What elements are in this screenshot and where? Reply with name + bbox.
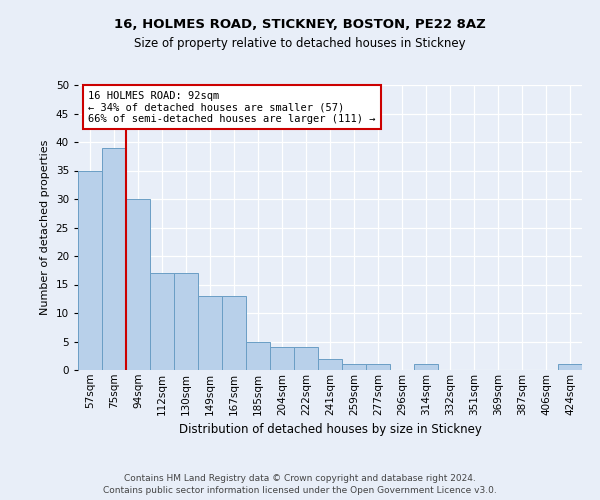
Bar <box>270 347 294 370</box>
X-axis label: Distribution of detached houses by size in Stickney: Distribution of detached houses by size … <box>179 423 481 436</box>
Bar <box>294 347 318 370</box>
Text: Contains HM Land Registry data © Crown copyright and database right 2024.: Contains HM Land Registry data © Crown c… <box>124 474 476 483</box>
Y-axis label: Number of detached properties: Number of detached properties <box>40 140 50 315</box>
Bar <box>102 148 126 370</box>
Bar <box>126 199 150 370</box>
Text: 16 HOLMES ROAD: 92sqm
← 34% of detached houses are smaller (57)
66% of semi-deta: 16 HOLMES ROAD: 92sqm ← 34% of detached … <box>88 90 376 124</box>
Bar <box>78 170 102 370</box>
Text: 16, HOLMES ROAD, STICKNEY, BOSTON, PE22 8AZ: 16, HOLMES ROAD, STICKNEY, BOSTON, PE22 … <box>114 18 486 30</box>
Bar <box>198 296 222 370</box>
Bar <box>246 342 270 370</box>
Bar <box>366 364 390 370</box>
Bar <box>222 296 246 370</box>
Bar <box>558 364 582 370</box>
Bar <box>174 273 198 370</box>
Text: Contains public sector information licensed under the Open Government Licence v3: Contains public sector information licen… <box>103 486 497 495</box>
Bar <box>150 273 174 370</box>
Text: Size of property relative to detached houses in Stickney: Size of property relative to detached ho… <box>134 38 466 51</box>
Bar <box>318 358 342 370</box>
Bar <box>342 364 366 370</box>
Bar <box>414 364 438 370</box>
